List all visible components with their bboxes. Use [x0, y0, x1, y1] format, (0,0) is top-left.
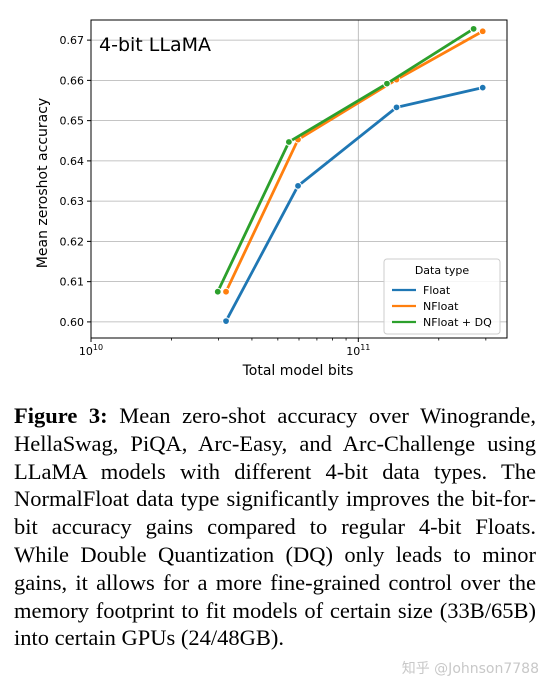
y-tick-label: 0.67 — [60, 34, 85, 47]
series-float — [222, 83, 487, 325]
caption-label: Figure 3: — [14, 403, 108, 428]
figure-caption: Figure 3: Mean zero-shot accuracy over W… — [14, 402, 536, 652]
x-tick-label: 1011 — [346, 343, 370, 358]
series-line — [216, 27, 475, 293]
data-point — [294, 181, 302, 190]
legend-items: Float NFloat NFloat + DQ — [392, 284, 492, 329]
data-point — [383, 79, 391, 88]
data-point — [222, 287, 230, 296]
data-point — [469, 24, 478, 33]
data-point — [478, 83, 487, 92]
y-tick-label: 0.61 — [60, 276, 85, 289]
watermark: 知乎 @Johnson7788 — [401, 661, 539, 677]
legend-label: NFloat — [423, 300, 459, 313]
y-axis: 0.60 0.61 0.62 0.63 0.64 0.65 0.66 0.67 — [60, 34, 91, 329]
x-tick-label: 1010 — [79, 343, 103, 358]
data-point — [284, 138, 293, 146]
data-point — [392, 103, 401, 112]
chart-title: 4-bit LLaMA — [99, 34, 211, 56]
y-tick-label: 0.64 — [60, 155, 85, 168]
series-layer — [213, 24, 487, 325]
y-tick-label: 0.62 — [60, 235, 85, 248]
legend-label: NFloat + DQ — [423, 316, 492, 329]
series-line — [224, 30, 484, 293]
data-point — [213, 287, 222, 296]
data-point — [222, 317, 230, 325]
series-line — [224, 86, 484, 322]
legend-box — [383, 258, 501, 335]
y-tick-label: 0.65 — [60, 115, 85, 128]
legend-title: Data type — [415, 264, 470, 277]
caption-text: Mean zero-shot accuracy over Winogrande,… — [14, 403, 536, 651]
series-nfloat-dq — [213, 24, 478, 296]
y-tick-label: 0.60 — [60, 316, 85, 329]
legend-label: Float — [423, 284, 451, 297]
x-axis: 1010 1011 — [79, 338, 487, 358]
chart: 1010 1011 0.600.610.620.630.640.650.660.6… — [35, 19, 508, 379]
data-point — [478, 27, 487, 36]
legend: Data type Float NFloat NFloat + DQ — [383, 258, 501, 335]
y-axis-label: Mean zeroshot accuracy — [35, 98, 51, 268]
y-tick-label: 0.66 — [60, 74, 85, 87]
y-tick-label: 0.63 — [60, 195, 85, 208]
x-axis-label: Total model bits — [242, 363, 354, 379]
